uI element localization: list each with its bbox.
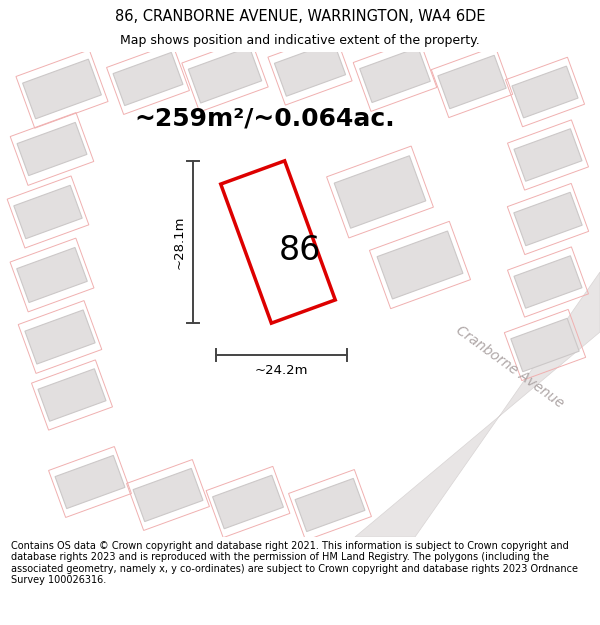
Polygon shape — [14, 185, 82, 239]
Polygon shape — [377, 231, 463, 299]
Polygon shape — [17, 122, 87, 176]
Polygon shape — [38, 369, 106, 421]
Polygon shape — [25, 310, 95, 364]
Text: 86: 86 — [279, 234, 321, 266]
Polygon shape — [55, 456, 125, 509]
Polygon shape — [355, 272, 600, 537]
Text: Cranborne Avenue: Cranborne Avenue — [454, 323, 566, 411]
Text: ~28.1m: ~28.1m — [172, 215, 185, 269]
Polygon shape — [17, 248, 87, 302]
Text: 86, CRANBORNE AVENUE, WARRINGTON, WA4 6DE: 86, CRANBORNE AVENUE, WARRINGTON, WA4 6D… — [115, 9, 485, 24]
Text: Contains OS data © Crown copyright and database right 2021. This information is : Contains OS data © Crown copyright and d… — [11, 541, 578, 586]
Polygon shape — [514, 256, 582, 308]
Text: ~259m²/~0.064ac.: ~259m²/~0.064ac. — [134, 107, 395, 131]
Text: Map shows position and indicative extent of the property.: Map shows position and indicative extent… — [120, 34, 480, 47]
Polygon shape — [511, 318, 579, 372]
Polygon shape — [514, 192, 582, 246]
Text: ~24.2m: ~24.2m — [255, 364, 308, 377]
Polygon shape — [514, 129, 582, 181]
Polygon shape — [23, 59, 101, 119]
Polygon shape — [360, 48, 430, 102]
Polygon shape — [113, 52, 183, 106]
Polygon shape — [133, 468, 203, 522]
Polygon shape — [512, 66, 578, 118]
Polygon shape — [274, 42, 346, 96]
Polygon shape — [295, 478, 365, 532]
Polygon shape — [334, 156, 426, 228]
Polygon shape — [221, 161, 335, 323]
Polygon shape — [438, 55, 506, 109]
Polygon shape — [188, 47, 262, 103]
Polygon shape — [212, 475, 283, 529]
